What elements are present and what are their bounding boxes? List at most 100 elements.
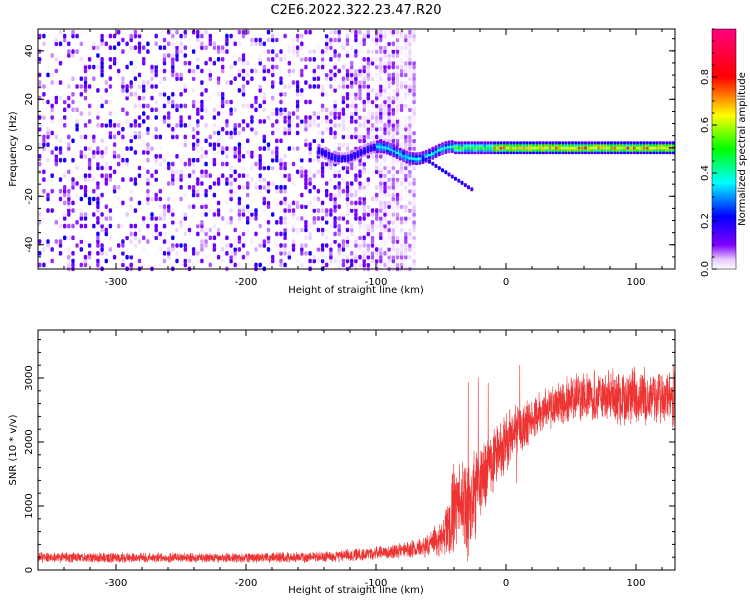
- spectrogram-cell: [137, 123, 142, 128]
- spectrogram-cell: [79, 41, 83, 47]
- spectrogram-cell: [200, 243, 204, 248]
- spectrogram-cell: [233, 169, 237, 175]
- spectrogram-cell: [212, 220, 217, 225]
- spectrogram-cell: [387, 173, 391, 178]
- spectrogram-cell: [404, 72, 408, 78]
- spectrogram-cell: [233, 53, 237, 58]
- spectrogram-cell: [593, 141, 597, 145]
- spectrogram-cell: [362, 181, 366, 186]
- spectrogram-cell: [279, 185, 283, 190]
- spectrogram-cell: [266, 247, 271, 252]
- spectrogram-cell: [366, 84, 370, 89]
- spectrogram-cell: [603, 151, 607, 155]
- spectrogram-cell: [75, 84, 79, 89]
- spectrogram-cell: [580, 141, 584, 145]
- spectrogram-cell: [408, 173, 412, 178]
- spectrogram-cell: [100, 220, 104, 225]
- spectrogram-cell: [129, 231, 133, 237]
- spectrogram-cell: [262, 95, 266, 101]
- spectrogram-cell: [312, 68, 316, 74]
- spectrogram-cell: [515, 143, 519, 147]
- spectrogram-cell: [83, 254, 88, 260]
- spectrogram-cell: [283, 107, 287, 113]
- spectrogram-cell: [162, 88, 167, 93]
- spectrogram-cell: [67, 134, 71, 140]
- spectrogram-cell: [499, 151, 503, 155]
- spectrogram-cell: [233, 239, 237, 244]
- spectrogram-cell: [200, 227, 204, 233]
- spectrogram-cell: [391, 45, 395, 50]
- spectrogram-cell: [337, 223, 341, 229]
- spectrogram-cell: [399, 227, 404, 233]
- spectrogram-cell: [574, 151, 578, 155]
- colorbar-gradient: [711, 28, 737, 270]
- spectrogram-cell: [391, 161, 395, 167]
- spectrogram-cell: [341, 111, 346, 116]
- spectrogram-cell: [212, 92, 217, 97]
- spectrogram-cell: [333, 156, 337, 160]
- spectrogram-cell: [379, 200, 383, 206]
- spectrogram-cell: [212, 115, 217, 120]
- spectrogram-cell: [129, 123, 133, 128]
- spectrogram-cell: [370, 154, 375, 159]
- spectrogram-cell: [216, 200, 221, 206]
- spectrogram-cell: [196, 138, 200, 144]
- spectrogram-cell: [246, 150, 250, 155]
- spectrogram-cell: [404, 45, 408, 50]
- spectrogram-cell: [154, 33, 158, 39]
- spectrogram-cell: [447, 142, 451, 146]
- spectrogram-cell: [437, 148, 441, 152]
- spectrogram-cell: [258, 154, 262, 159]
- spectrogram-cell: [237, 154, 242, 159]
- spectrogram-cell: [450, 145, 454, 149]
- spectrogram-cell: [212, 243, 217, 248]
- spectrogram-cell: [320, 254, 325, 260]
- spectrogram-cell: [287, 130, 291, 136]
- spectrogram-cell: [83, 146, 88, 151]
- spectrogram-cell: [337, 68, 341, 74]
- spectrogram-cell: [370, 181, 375, 186]
- spectrogram-cell: [395, 212, 400, 217]
- spectrogram-cell: [92, 212, 96, 217]
- spectrogram-cell: [470, 141, 474, 145]
- spectrogram-cell: [391, 33, 395, 39]
- spectrogram-cell: [196, 220, 200, 225]
- spectrogram-cell: [434, 147, 438, 151]
- spectrogram-cell: [171, 92, 175, 97]
- spectrogram-cell: [96, 45, 100, 50]
- spectrogram-cell: [121, 262, 125, 268]
- spectrogram-cell: [404, 111, 408, 116]
- spectrogram-cell: [283, 227, 287, 233]
- spectrogram-cell: [391, 99, 395, 105]
- spectrogram-cell: [204, 150, 208, 155]
- spectrogram-cell: [246, 258, 250, 264]
- spectrogram-cell: [395, 157, 400, 163]
- spectrogram-cell: [639, 141, 643, 145]
- spectrogram-cell: [92, 200, 96, 206]
- spectrogram-cell: [162, 37, 167, 43]
- spectrogram-cell: [83, 258, 88, 264]
- spectrogram-cell: [142, 247, 146, 252]
- spectrogram-cell: [87, 103, 92, 109]
- spectrogram-cell: [58, 157, 63, 163]
- spectrogram-cell: [399, 243, 404, 248]
- spectrogram-cell: [379, 254, 383, 260]
- spectrogram-cell: [383, 92, 387, 97]
- spectrogram-cell: [237, 185, 242, 190]
- spectrogram-cell: [391, 196, 395, 202]
- spectrogram-cell: [38, 239, 42, 244]
- spectrogram-cell: [329, 76, 333, 81]
- spectrogram-cell: [519, 146, 522, 150]
- spectrogram-cell: [129, 45, 133, 50]
- spectrogram-cell: [584, 143, 587, 147]
- spectrogram-cell: [398, 155, 402, 159]
- spectrogram-cell: [212, 142, 217, 147]
- spectrogram-cell: [50, 258, 54, 264]
- spectrogram-cell: [399, 223, 404, 229]
- spectrogram-cell: [375, 53, 379, 58]
- snr-ylabel: SNR (10 * v/v): [8, 414, 19, 485]
- spectrogram-cell: [408, 181, 412, 186]
- spectrogram-cell: [341, 119, 346, 124]
- spectrogram-cell: [383, 216, 387, 221]
